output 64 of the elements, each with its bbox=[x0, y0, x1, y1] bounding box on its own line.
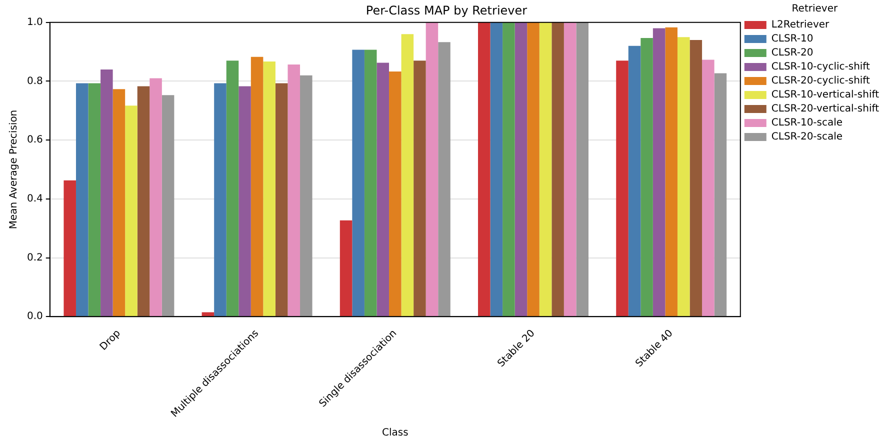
bar bbox=[714, 73, 727, 316]
y-axis-title: Mean Average Precision bbox=[8, 110, 20, 230]
bar bbox=[112, 89, 126, 316]
bar bbox=[64, 180, 76, 316]
legend-label: CLSR-10-scale bbox=[771, 118, 843, 129]
bar bbox=[162, 95, 174, 316]
bar bbox=[125, 106, 138, 316]
bar bbox=[288, 64, 300, 316]
bar bbox=[539, 22, 552, 316]
legend-label: CLSR-20-cyclic-shift bbox=[771, 76, 870, 87]
bar bbox=[300, 75, 312, 316]
bar bbox=[137, 86, 150, 316]
bar bbox=[275, 83, 288, 316]
bar bbox=[76, 83, 88, 316]
bar bbox=[702, 60, 714, 316]
bar bbox=[514, 22, 528, 316]
bar bbox=[389, 72, 402, 316]
legend-label: CLSR-10-vertical-shift bbox=[771, 90, 880, 101]
legend-label: CLSR-20-vertical-shift bbox=[771, 104, 880, 115]
legend-title: Retriever bbox=[792, 4, 838, 15]
y-tick-label: 0.8 bbox=[26, 76, 43, 87]
bar bbox=[401, 34, 414, 316]
bar bbox=[552, 22, 564, 316]
bar bbox=[414, 60, 426, 316]
bar bbox=[214, 83, 226, 316]
y-tick-label: 0.0 bbox=[26, 311, 43, 322]
bar bbox=[150, 78, 162, 316]
bar bbox=[250, 56, 264, 316]
legend-label: CLSR-10-cyclic-shift bbox=[771, 62, 870, 73]
legend-label: CLSR-10 bbox=[771, 34, 814, 45]
x-axis-title: Class bbox=[382, 428, 408, 439]
bar bbox=[490, 22, 503, 316]
bar bbox=[352, 50, 364, 316]
y-tick-label: 0.4 bbox=[26, 194, 43, 205]
y-tick-label: 1.0 bbox=[26, 16, 43, 28]
y-tick-label: 0.6 bbox=[26, 134, 43, 146]
bar bbox=[616, 60, 628, 316]
bar bbox=[88, 83, 101, 316]
legend-label: CLSR-20 bbox=[771, 48, 814, 59]
bar bbox=[690, 40, 702, 316]
bar bbox=[665, 27, 678, 316]
bar bbox=[100, 69, 113, 316]
bar bbox=[677, 37, 690, 316]
bar bbox=[376, 62, 390, 316]
legend-label: L2Retriever bbox=[771, 20, 830, 31]
bar bbox=[628, 46, 641, 316]
bar bbox=[438, 42, 450, 316]
bar bbox=[238, 86, 251, 316]
bar bbox=[564, 22, 576, 316]
bar bbox=[478, 22, 490, 316]
bar bbox=[202, 312, 214, 316]
bar bbox=[226, 60, 239, 316]
chart-title: Per-Class MAP by Retriever bbox=[366, 3, 528, 18]
y-tick-label: 0.2 bbox=[26, 252, 43, 264]
bar bbox=[502, 22, 515, 316]
bar bbox=[527, 22, 540, 316]
bar bbox=[340, 220, 352, 316]
bar bbox=[263, 62, 276, 316]
bar bbox=[576, 22, 588, 316]
bar bbox=[640, 38, 653, 316]
legend-label: CLSR-20-scale bbox=[771, 132, 843, 143]
bar bbox=[652, 28, 666, 316]
bar bbox=[426, 22, 438, 316]
bar bbox=[364, 50, 377, 316]
